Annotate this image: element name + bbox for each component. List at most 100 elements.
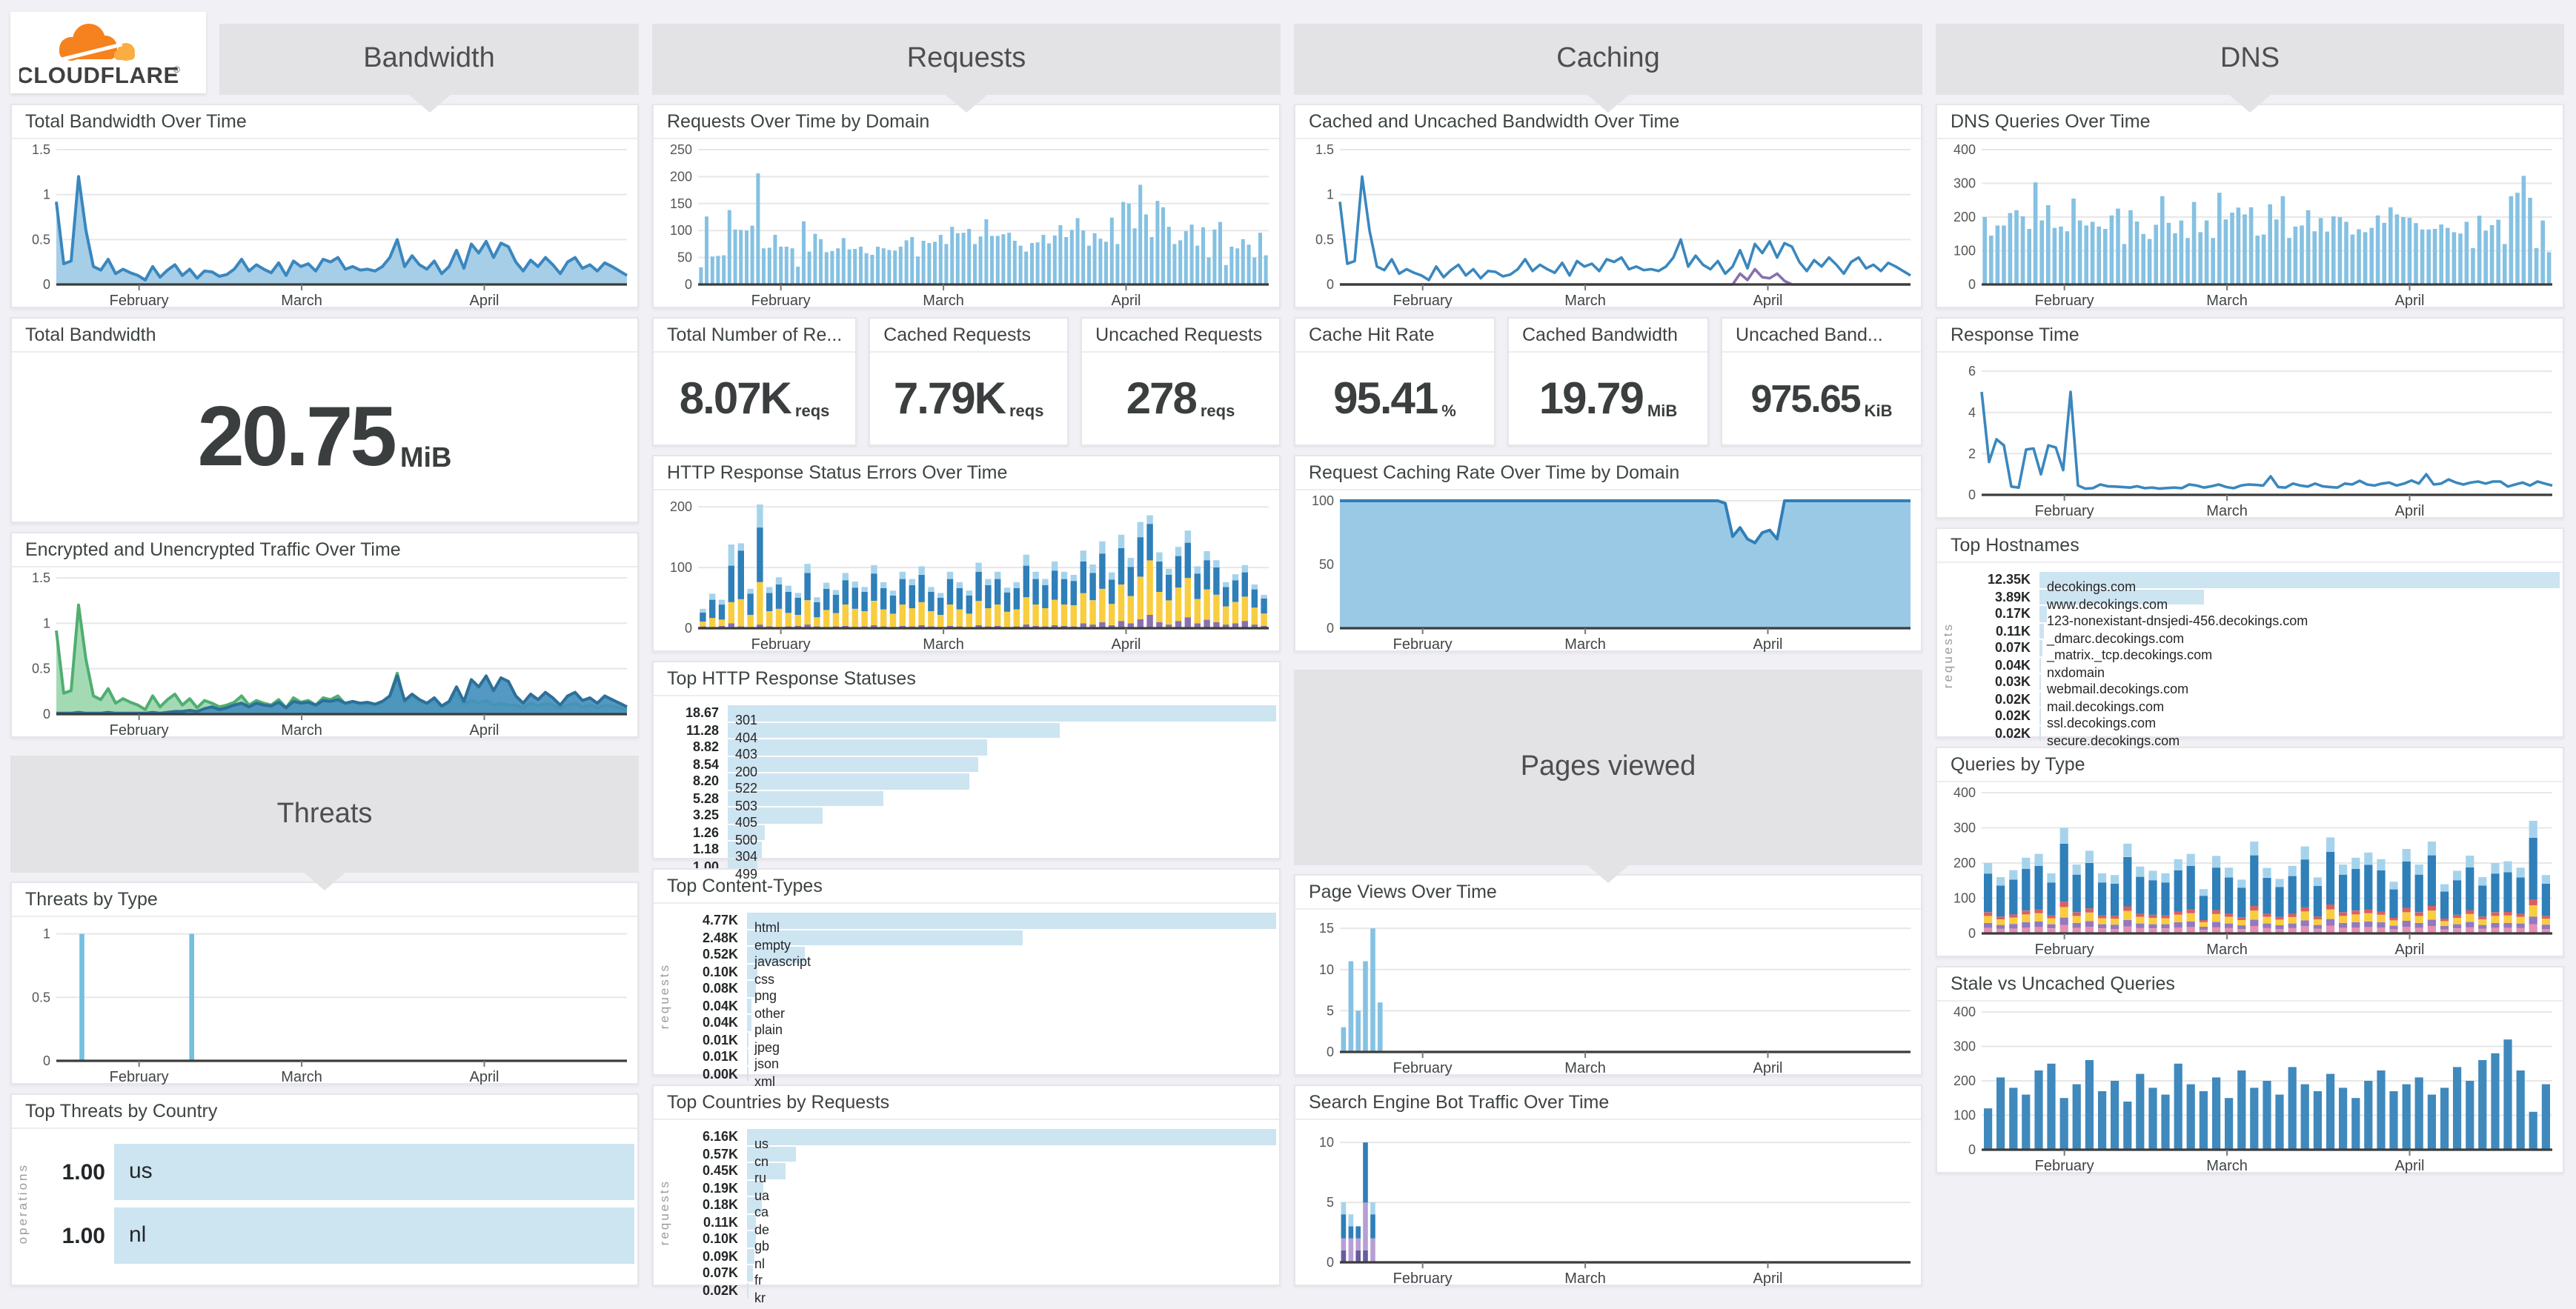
list-row: 3.89K www.decokings.com: [1962, 589, 2560, 611]
svg-text:February: February: [2035, 1158, 2094, 1174]
svg-text:100: 100: [1953, 244, 1976, 259]
stat-unit: reqs: [1009, 402, 1044, 420]
svg-text:0: 0: [43, 1053, 50, 1068]
row-value: 0.04K: [702, 1015, 738, 1030]
svg-text:300: 300: [1953, 176, 1976, 191]
section-header-pages-viewed: Pages viewed: [1294, 670, 1922, 883]
row-label: 404: [735, 730, 758, 745]
svg-text:February: February: [2035, 503, 2094, 519]
row-value: 3.89K: [1994, 589, 2031, 604]
list-row: 0.04K nxdomain: [1962, 657, 2560, 679]
row-value: 1.26: [692, 825, 719, 840]
row-value: 0.08K: [702, 981, 738, 996]
list-row: 3.25 405: [665, 807, 1276, 830]
row-value: 0.52K: [702, 947, 738, 962]
page-views-bar-chart[interactable]: 0 5 10 15 February March April: [1295, 910, 1919, 1077]
hbar: [747, 1049, 749, 1065]
encrypted-traffic-area-chart[interactable]: 0 0.5 1 1.5 February March April: [12, 567, 636, 739]
queries-by-type-stacked-bar-chart[interactable]: 0 100 200 300 400 February March April: [1937, 782, 2561, 959]
response-time-line-chart[interactable]: 0 2 4 6 February March April: [1937, 353, 2561, 520]
row-label: 123-nonexistant-dnsjedi-456.decokings.co…: [2047, 613, 2308, 628]
row-label: empty: [754, 937, 791, 952]
row-label: ca: [754, 1205, 769, 1219]
panel-title: Top Countries by Requests: [654, 1086, 1279, 1120]
bot-traffic-stacked-bar-chart[interactable]: 0 5 10 February March April: [1295, 1120, 1919, 1288]
panel-top-content-types: Top Content-Types requests 4.77K html 2.48…: [652, 868, 1281, 1088]
hbar: [747, 1197, 763, 1213]
threats-by-type-bar-chart[interactable]: 0 0.5 1 February March April: [12, 917, 636, 1086]
svg-text:100: 100: [670, 560, 692, 575]
registered-mark: ®: [173, 64, 180, 74]
total-bandwidth-area-chart[interactable]: 0 0.5 1 1.5 February March April: [12, 139, 636, 310]
list-row: 0.19K ua: [679, 1180, 1276, 1202]
svg-text:February: February: [1393, 1270, 1453, 1287]
svg-text:0: 0: [43, 707, 50, 722]
row-label: ssl.decokings.com: [2047, 716, 2157, 730]
row-label: gb: [754, 1239, 770, 1253]
panel-threats-by-type: Threats by Type 0 0.5 1 February March April: [10, 882, 639, 1085]
hbar: [747, 1265, 754, 1281]
list-row: 6.16K us: [679, 1129, 1276, 1151]
row-value: 6.16K: [702, 1129, 738, 1145]
panel-top-statuses: Top HTTP Response Statuses 18.67 301 11.28…: [652, 661, 1281, 881]
stat-card-total-requests: Total Number of Re... 8.07K reqs: [652, 317, 857, 446]
row-label: decokings.com: [2047, 579, 2137, 594]
hbar: [747, 1129, 1276, 1145]
row-label: fr: [754, 1273, 763, 1288]
list-row: 2.48K empty: [679, 930, 1276, 952]
hbar: [728, 825, 765, 840]
stale-queries-bar-chart[interactable]: 0 100 200 300 400 February March April: [1937, 1002, 2561, 1175]
svg-text:February: February: [1393, 636, 1453, 653]
hbar: [747, 947, 805, 962]
row-label: 403: [735, 747, 758, 762]
caching-header-row: Caching: [1294, 12, 1922, 113]
requests-stats-row: Total Number of Re... 8.07K reqs Cached …: [652, 317, 1281, 446]
column-bandwidth: CLOUDFLARE ® Bandwidth Total Bandwidth O…: [10, 12, 639, 1286]
hbar: [728, 773, 969, 789]
top-hostnames-list: requests 12.35K decokings.com 3.89K www.dec…: [1937, 563, 2563, 748]
panel-total-bandwidth: Total Bandwidth 20.75 MiB: [10, 317, 639, 523]
svg-text:0: 0: [43, 277, 50, 292]
hbar: [747, 1146, 797, 1162]
cached-bandwidth-line-chart[interactable]: 0 0.5 1 1.5 February March April: [1295, 139, 1919, 310]
hbar: [728, 842, 763, 857]
stat-unit: KiB: [1864, 402, 1893, 420]
hbar: [728, 790, 883, 806]
stat-unit: %: [1441, 402, 1456, 420]
list-row: 0.04K plain: [679, 1015, 1276, 1037]
bandwidth-header-row: CLOUDFLARE ® Bandwidth: [10, 12, 639, 113]
svg-text:0.5: 0.5: [32, 662, 50, 676]
list-row: 18.67 301: [665, 705, 1276, 727]
svg-text:April: April: [469, 1069, 499, 1085]
panel-encrypted-traffic: Encrypted and Unencrypted Traffic Over T…: [10, 532, 639, 739]
row-value: 0.17K: [1994, 606, 2031, 622]
column-dns: DNS DNS Queries Over Time 0 100 200 300 400 F…: [1936, 12, 2564, 1286]
section-title: Requests: [906, 43, 1026, 74]
hbar: [2039, 691, 2042, 707]
svg-text:2: 2: [1968, 446, 1976, 461]
row-value: 4.77K: [702, 913, 738, 928]
dns-queries-bar-chart[interactable]: 0 100 200 300 400 February March April: [1937, 139, 2561, 310]
top-countries-list: requests 6.16K us 0.57K cn 0.45K ru 0.19K ua 0.1…: [654, 1120, 1279, 1305]
http-errors-stacked-bar-chart[interactable]: 0 100 200 February March April: [654, 490, 1278, 653]
row-value: 11.28: [686, 722, 719, 738]
cloudflare-logo[interactable]: CLOUDFLARE ®: [10, 12, 206, 93]
list-row: 1.18 304: [665, 842, 1276, 864]
section-header-dns: DNS: [1936, 24, 2564, 113]
svg-text:0: 0: [1327, 277, 1334, 292]
row-label: nxdomain: [2047, 665, 2105, 679]
row-label: de: [754, 1222, 770, 1236]
svg-text:400: 400: [1953, 1005, 1976, 1019]
hbar: [2039, 674, 2042, 690]
hbar: [114, 1208, 634, 1264]
panel-title: Top Content-Types: [654, 870, 1279, 904]
row-label: www.decokings.com: [2047, 596, 2168, 611]
stat-value-row: 975.65 KiB: [1722, 353, 1921, 446]
svg-text:April: April: [2394, 1158, 2424, 1174]
caching-rate-area-chart[interactable]: 0 50 100 February March April: [1295, 490, 1919, 653]
requests-bar-chart[interactable]: 0 50 100 150 200 250 February March April: [654, 139, 1278, 310]
row-label: javascript: [754, 954, 811, 969]
